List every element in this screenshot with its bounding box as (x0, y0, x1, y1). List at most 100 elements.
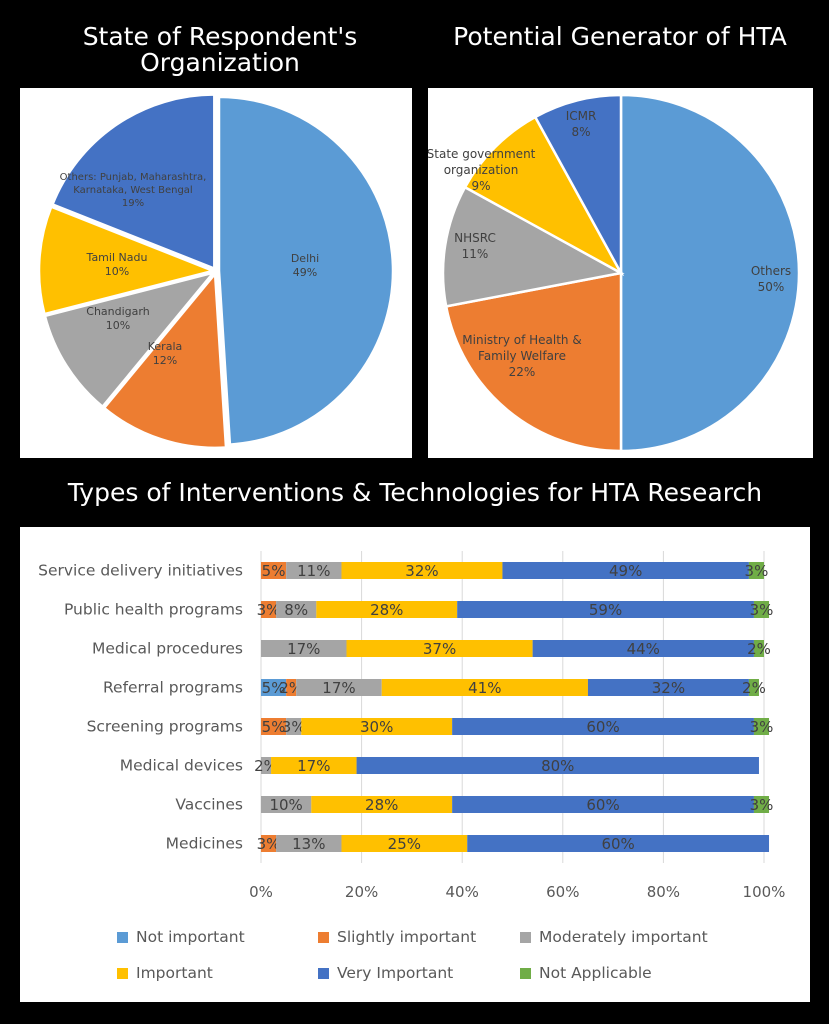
bar-segment-moderately-important (276, 835, 342, 852)
legend-label: Not Applicable (539, 964, 652, 982)
bar-segment-very-important (587, 679, 749, 696)
bar-segment-moderately-important (276, 601, 317, 618)
data-label: 28% (365, 796, 398, 814)
bar-segment-not-important (261, 679, 287, 696)
legend-item-important: Important (117, 964, 213, 982)
bar-segment-slightly-important (286, 679, 297, 696)
pie-slice-label-others-punjab-maharashtra-karnataka-west-bengal: Others: Punjab, Maharashtra, Karnataka, W… (60, 172, 207, 209)
y-tick-label: Public health programs (64, 601, 243, 619)
bar-segment-moderately-important (261, 796, 312, 813)
bar-segment-important (301, 718, 453, 735)
bar-segment-important (341, 835, 468, 852)
data-label: 60% (601, 835, 634, 853)
legend-item-very-important: Very Important (318, 964, 453, 982)
pie-slice-label-delhi: Delhi 49% (291, 252, 319, 279)
bar-segment-important (316, 601, 458, 618)
pie-label-line: Ministry of Health & (462, 333, 581, 347)
pie2-chart: Others 50% Ministry of Health & Family Welf… (427, 93, 801, 453)
bar-segment-very-important (532, 640, 754, 657)
pie-label-line: ICMR (566, 109, 597, 123)
pie-label-line: State government (428, 147, 536, 161)
data-label: 5% (262, 718, 286, 736)
data-label: 37% (423, 640, 456, 658)
data-label: 32% (405, 562, 438, 580)
data-label: 5% (262, 679, 286, 697)
bar-segment-not-applicable (748, 679, 759, 696)
data-label: 3% (745, 562, 769, 580)
pie-label-line: Kerala (148, 340, 183, 353)
bar-segment-very-important (452, 796, 754, 813)
data-label: 11% (297, 562, 330, 580)
pie-slice-value: 50% (758, 280, 785, 294)
bar-segment-moderately-important (261, 757, 272, 774)
pie-slice-ministry-of-health-family-welfare (444, 271, 623, 453)
bar-title: Types of Interventions & Technologies fo… (67, 478, 763, 507)
data-label: 3% (750, 796, 774, 814)
data-label: 3% (282, 718, 306, 736)
bar-segment-slightly-important (261, 718, 287, 735)
x-tick-label: 80% (647, 883, 680, 901)
pie-slice-label-nhsrc: NHSRC 11% (454, 231, 496, 261)
y-tick-label: Screening programs (87, 718, 243, 736)
bar-segment-very-important (502, 562, 749, 579)
bar-segment-not-applicable (753, 640, 764, 657)
legend-item-slightly-important: Slightly important (318, 928, 476, 946)
bar-segment-important (271, 757, 357, 774)
bar-segment-moderately-important (261, 640, 347, 657)
bar-segment-moderately-important (296, 679, 382, 696)
pie-slice-label-others: Others 50% (751, 264, 791, 294)
data-label: 17% (287, 640, 320, 658)
pie-slice-kerala (102, 270, 228, 450)
pie-slice-label-tamil-nadu: Tamil Nadu 10% (86, 251, 148, 278)
x-tick-label: 100% (743, 883, 786, 901)
data-label: 49% (609, 562, 642, 580)
bar-segment-not-applicable (748, 562, 764, 579)
y-tick-label: Vaccines (175, 796, 243, 814)
y-tick-label: Referral programs (103, 679, 243, 697)
y-tick-label: Medical devices (120, 757, 243, 775)
data-label: 17% (322, 679, 355, 697)
legend-label: Moderately important (539, 928, 708, 946)
bar-segment-slightly-important (261, 562, 287, 579)
legend-label: Important (136, 964, 213, 982)
pie-slice-label-state-government-organization: State government organization 9% (428, 147, 536, 193)
pie-label-line: Others: Punjab, Maharashtra, (60, 172, 207, 183)
pie-slice-icmr (533, 93, 623, 274)
bar-segment-not-applicable (753, 601, 770, 618)
data-label: 28% (370, 601, 403, 619)
data-label: 60% (586, 796, 619, 814)
pie-slice-chandigarh (43, 270, 217, 409)
x-tick-label: 20% (345, 883, 378, 901)
data-label: 8% (284, 601, 308, 619)
legend-item-moderately-important: Moderately important (520, 928, 708, 946)
x-tick-label: 0% (249, 883, 273, 901)
data-label: 3% (750, 718, 774, 736)
bar-segment-important (346, 640, 533, 657)
bar-segment-important (341, 562, 503, 579)
legend-swatch (520, 967, 531, 979)
data-label: 25% (388, 835, 421, 853)
legend-swatch (318, 931, 329, 943)
legend-swatch (117, 931, 128, 943)
pie1-panel: Delhi 49% Kerala 12% Chandigarh 10% Tamil Nadu… (20, 88, 412, 458)
pie-slice-label-kerala: Kerala 12% (148, 340, 183, 367)
y-tick-label: Medical procedures (92, 640, 243, 658)
pie1-chart: Delhi 49%Kerala 12%Chandigarh 10%Tamil Nadu… (37, 93, 395, 450)
pie-label-line: Others (751, 264, 791, 278)
data-label: 5% (262, 562, 286, 580)
pie-slice-value: 11% (462, 247, 489, 261)
x-tick-label: 40% (446, 883, 479, 901)
pie-label-line: Karnataka, West Bengal (73, 185, 192, 196)
pie-label-line: Tamil Nadu (86, 251, 148, 264)
pie-slice-state-government-organization (463, 115, 625, 277)
data-label: 41% (468, 679, 501, 697)
legend-swatch (318, 967, 329, 979)
legend-swatch (117, 967, 128, 979)
bar-panel: 0% 20% 40% 60% 80% 100% Service delivery initi… (20, 527, 810, 1002)
pie-label-line: Chandigarh (86, 305, 149, 318)
pie2-panel: Others 50% Ministry of Health & Family Welf… (427, 88, 813, 458)
data-label: 3% (257, 601, 281, 619)
pie-slice-label-icmr: ICMR 8% (566, 109, 597, 139)
data-label: 44% (627, 640, 660, 658)
pie-label-line: NHSRC (454, 231, 496, 245)
